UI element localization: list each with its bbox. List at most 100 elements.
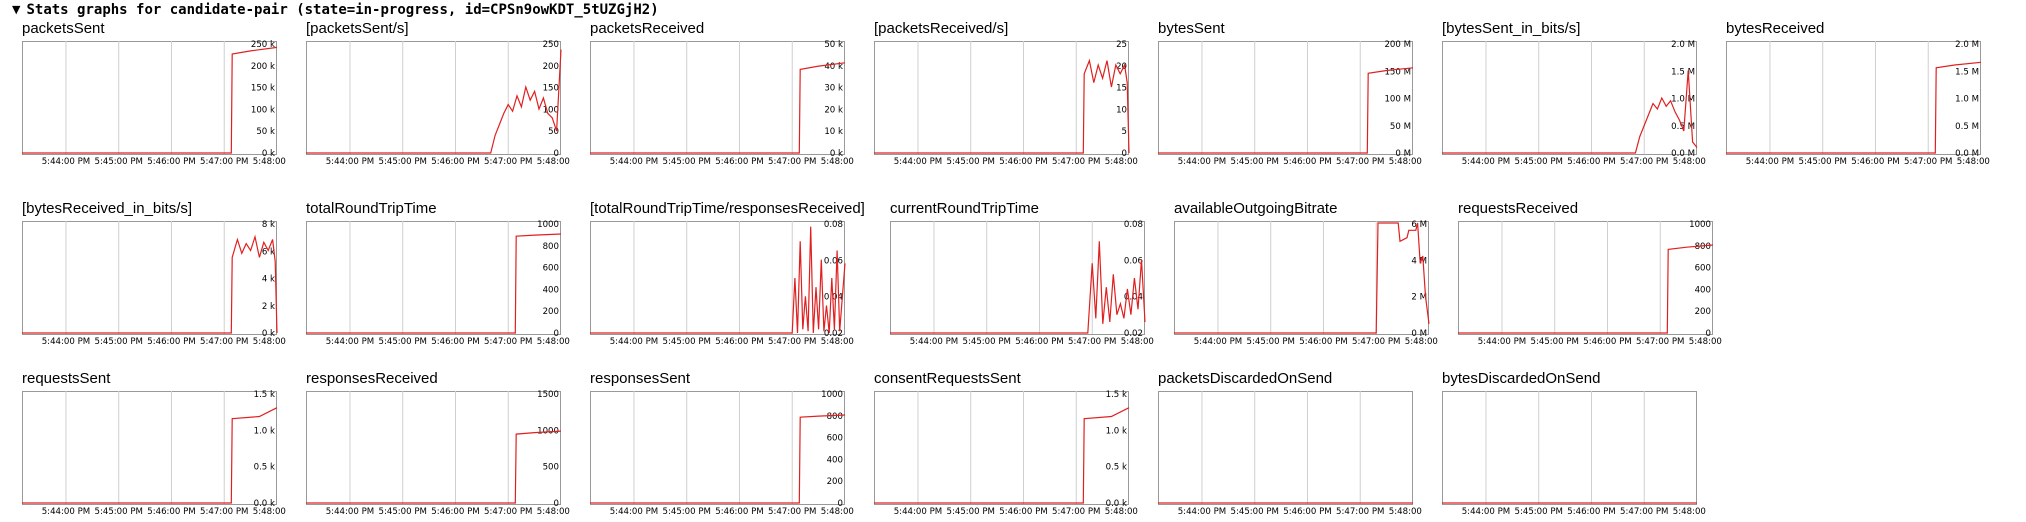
y-tick-label: 0.0 M: [1955, 149, 1979, 159]
x-tick-label: 5:45:00 PM: [1230, 507, 1278, 517]
y-tick-label: 50: [548, 127, 559, 137]
x-tick-label: 5:46:00 PM: [1851, 157, 1899, 167]
x-tick-label: 5:45:00 PM: [94, 507, 142, 517]
x-tick-label: 5:44:00 PM: [910, 337, 958, 347]
y-tick-label: 600: [543, 264, 559, 274]
x-tick-label: 5:45:00 PM: [378, 507, 426, 517]
stats-section-header[interactable]: ▼ Stats graphs for candidate-pair (state…: [12, 1, 659, 18]
y-tick-label: 0.02: [1124, 329, 1143, 339]
y-tick-label: 0.08: [1124, 220, 1143, 230]
y-tick-label: 0: [554, 329, 559, 339]
series-line: [306, 430, 562, 504]
plot-frame: [590, 391, 845, 505]
x-tick-label: 5:48:00 PM: [537, 507, 571, 517]
series-line: [306, 233, 562, 334]
plot-frame: [874, 41, 1129, 155]
chart-plot: 5:44:00 PM 5:45:00 PM 5:46:00 PM 5:47:00 PM…: [306, 220, 571, 347]
chart-title: [totalRoundTripTime/responsesReceived]: [590, 200, 865, 217]
series-line: [22, 407, 278, 504]
x-tick-label: 5:48:00 PM: [821, 337, 855, 347]
y-tick-label: 0: [1122, 149, 1127, 159]
x-tick-label: 5:47:00 PM: [200, 337, 248, 347]
y-tick-label: 8 k: [262, 220, 275, 230]
series-line: [590, 226, 846, 334]
x-tick-label: 5:45:00 PM: [962, 337, 1010, 347]
x-tick-label: 5:47:00 PM: [1620, 507, 1668, 517]
stats-chart: requestsReceived 5:44:00 PM 5:45:00 PM 5:46…: [1448, 200, 1723, 352]
y-tick-label: 20 k: [824, 105, 843, 115]
chart-plot: 5:44:00 PM 5:45:00 PM 5:46:00 PM 5:47:00 PM…: [306, 390, 571, 517]
x-tick-label: 5:47:00 PM: [1636, 337, 1684, 347]
plot-frame: [1726, 41, 1981, 155]
stats-chart: bytesReceived 5:44:00 PM 5:45:00 PM 5:46:00…: [1716, 20, 1991, 172]
y-tick-label: 20: [1116, 62, 1127, 72]
y-tick-label: 1.0 M: [1955, 95, 1979, 105]
y-tick-label: 0.06: [824, 256, 843, 266]
series-line: [1458, 244, 1714, 334]
x-tick-label: 5:48:00 PM: [537, 337, 571, 347]
x-tick-label: 5:48:00 PM: [1957, 157, 1991, 167]
x-tick-label: 5:45:00 PM: [1230, 157, 1278, 167]
chart-title: bytesReceived: [1726, 20, 1825, 37]
x-tick-label: 5:44:00 PM: [326, 157, 374, 167]
x-tick-label: 5:44:00 PM: [326, 507, 374, 517]
x-tick-label: 5:46:00 PM: [431, 337, 479, 347]
y-tick-label: 0: [554, 149, 559, 159]
chart-plot: 5:44:00 PM 5:45:00 PM 5:46:00 PM 5:47:00 PM…: [22, 390, 287, 517]
x-tick-label: 5:46:00 PM: [999, 507, 1047, 517]
x-tick-label: 5:48:00 PM: [821, 507, 855, 517]
y-tick-label: 6 k: [262, 247, 275, 257]
y-tick-label: 0 k: [262, 149, 275, 159]
x-tick-label: 5:47:00 PM: [1904, 157, 1952, 167]
plot-frame: [1174, 221, 1429, 335]
series-line: [874, 58, 1130, 154]
x-tick-label: 5:48:00 PM: [1105, 507, 1139, 517]
chart-plot: 5:44:00 PM 5:45:00 PM 5:46:00 PM 5:47:00 PM…: [1458, 220, 1723, 347]
x-tick-label: 5:47:00 PM: [768, 507, 816, 517]
x-tick-label: 5:47:00 PM: [1352, 337, 1400, 347]
stats-chart: packetsDiscardedOnSend 5:44:00 PM 5:45:00 …: [1148, 370, 1423, 522]
y-tick-label: 40 k: [824, 62, 843, 72]
y-tick-label: 250: [543, 40, 559, 50]
chart-plot: 5:44:00 PM 5:45:00 PM 5:46:00 PM 5:47:00 PM…: [590, 40, 855, 167]
y-tick-label: 100 k: [251, 105, 275, 115]
series-line: [1174, 222, 1430, 334]
x-tick-label: 5:48:00 PM: [821, 157, 855, 167]
y-tick-label: 2 k: [262, 302, 275, 312]
x-tick-label: 5:46:00 PM: [1567, 507, 1615, 517]
plot-frame: [22, 221, 277, 335]
triangle-down-icon[interactable]: ▼: [12, 3, 21, 16]
chart-plot: 5:44:00 PM 5:45:00 PM 5:46:00 PM 5:47:00 PM…: [874, 390, 1139, 517]
x-tick-label: 5:45:00 PM: [662, 507, 710, 517]
y-tick-label: 400: [827, 455, 843, 465]
y-tick-label: 800: [543, 242, 559, 252]
chart-title: packetsSent: [22, 20, 105, 37]
chart-title: requestsReceived: [1458, 200, 1579, 217]
chart-title: totalRoundTripTime: [306, 200, 437, 217]
x-tick-label: 5:47:00 PM: [484, 157, 532, 167]
chart-plot: 5:44:00 PM 5:45:00 PM 5:46:00 PM 5:47:00 PM…: [1442, 40, 1707, 167]
series-line: [1158, 67, 1414, 154]
x-tick-label: 5:47:00 PM: [1620, 157, 1668, 167]
x-tick-label: 5:48:00 PM: [1389, 157, 1423, 167]
series-line: [1726, 61, 1982, 154]
x-tick-label: 5:48:00 PM: [1673, 507, 1707, 517]
x-tick-label: 5:47:00 PM: [768, 157, 816, 167]
x-tick-label: 5:48:00 PM: [253, 157, 287, 167]
y-tick-label: 50 k: [256, 127, 275, 137]
y-tick-label: 250 k: [251, 40, 275, 50]
chart-title: consentRequestsSent: [874, 370, 1021, 387]
x-tick-label: 5:44:00 PM: [42, 507, 90, 517]
plot-frame: [1158, 41, 1413, 155]
y-tick-label: 1500: [537, 390, 559, 400]
y-tick-label: 0.02: [824, 329, 843, 339]
chart-title: [packetsReceived/s]: [874, 20, 1009, 37]
x-tick-label: 5:47:00 PM: [484, 337, 532, 347]
series-line: [306, 49, 562, 154]
y-tick-label: 0.5 M: [1955, 122, 1979, 132]
y-tick-label: 200: [1695, 307, 1711, 317]
plot-frame: [22, 41, 277, 155]
y-tick-label: 400: [543, 285, 559, 295]
x-tick-label: 5:47:00 PM: [1336, 157, 1384, 167]
y-tick-label: 600: [827, 434, 843, 444]
